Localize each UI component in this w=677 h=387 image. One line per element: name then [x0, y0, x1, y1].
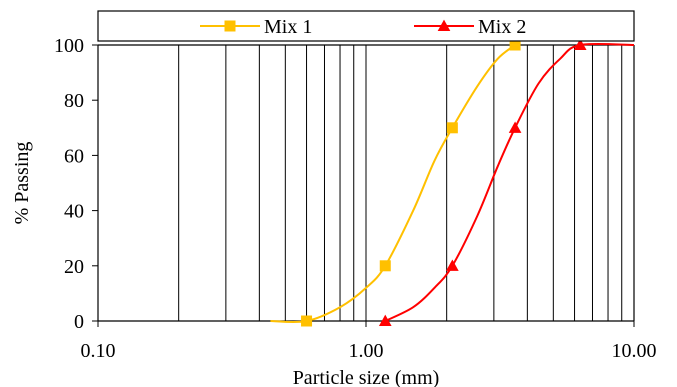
series-layer	[270, 38, 635, 327]
data-point-triangle	[437, 19, 451, 32]
x-tick-label: 1.00	[349, 340, 384, 362]
legend-box	[97, 10, 635, 42]
y-axis-label: % Passing	[11, 142, 33, 225]
x-tick-label: 10.00	[612, 340, 657, 362]
series-line	[384, 42, 635, 322]
x-tick-label: 0.10	[81, 340, 116, 362]
x-axis-label: Particle size (mm)	[293, 367, 440, 387]
data-point-triangle	[446, 259, 459, 271]
data-point-square	[446, 122, 458, 134]
y-tick-label: 100	[54, 35, 84, 57]
y-tick-label: 80	[64, 90, 84, 112]
vertical-gridlines	[178, 45, 623, 321]
legend-entry-1: Mix 1	[200, 16, 312, 38]
legend: Mix 1 Mix 2	[97, 10, 635, 42]
legend-entry-2: Mix 2	[414, 16, 526, 38]
y-tick-label: 0	[74, 311, 84, 333]
legend-label: Mix 1	[264, 16, 312, 38]
legend-label: Mix 2	[478, 16, 526, 38]
series-1	[270, 39, 521, 327]
data-point-square	[509, 39, 521, 51]
data-point-square	[301, 315, 313, 327]
y-tick-label: 40	[64, 201, 84, 223]
y-tick-label: 60	[64, 145, 84, 167]
data-point-triangle	[378, 314, 392, 327]
data-point-square	[224, 20, 236, 32]
data-point-triangle	[573, 38, 587, 51]
axes: 0 20 40 60 80 100 0.10 1.00 10.00	[54, 35, 657, 362]
series-2	[378, 38, 635, 327]
y-tick-label: 20	[64, 256, 84, 278]
series-line	[270, 44, 516, 324]
data-point-square	[379, 260, 391, 272]
data-point-triangle	[508, 121, 522, 133]
